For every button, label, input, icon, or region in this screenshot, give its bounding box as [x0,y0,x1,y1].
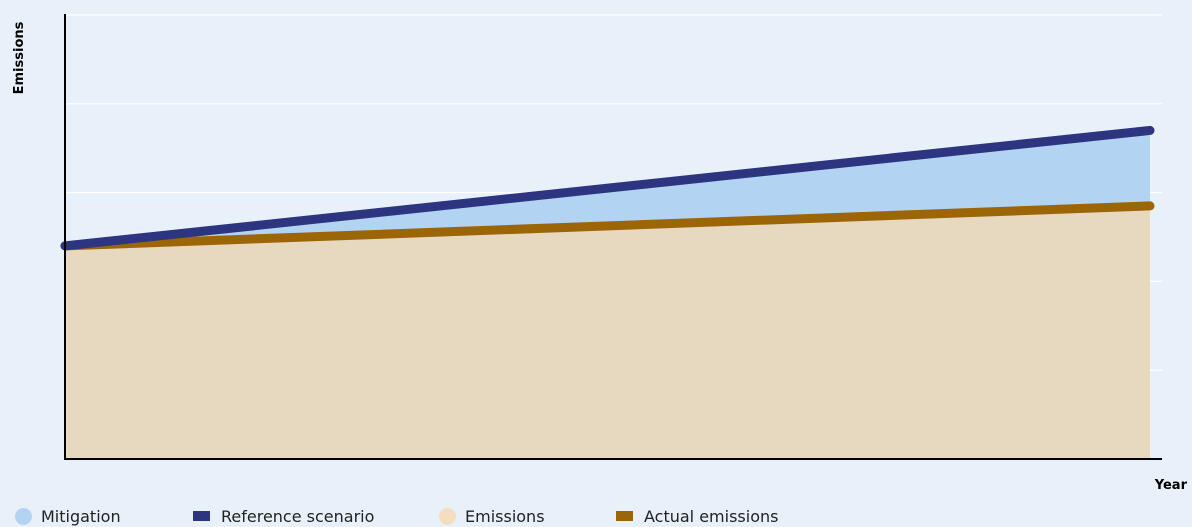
legend-item-mitigation: Mitigation [15,505,121,527]
y-axis-title: Emissions [12,21,27,94]
mitigation-swatch-icon [15,507,32,525]
emissions-area [65,205,1150,459]
legend-item-emissions: Emissions [439,505,545,527]
legend-label: Actual emissions [644,506,779,526]
legend-item-actual-emissions: Actual emissions [616,505,778,527]
legend-label: Reference scenario [221,506,375,526]
reference-scenario-swatch-icon [193,511,210,521]
actual-emissions-line [60,201,1155,251]
series-lines [60,125,1155,251]
legend: Mitigation Reference scenario Emissions … [0,505,1192,527]
legend-label: Mitigation [41,506,121,526]
emissions-swatch-icon [439,507,456,525]
x-axis-title: Year [1154,478,1188,493]
actual-emissions-swatch-icon [616,511,633,521]
reference-scenario-line [60,125,1155,251]
legend-item-reference-scenario: Reference scenario [193,505,374,527]
areas [65,130,1150,459]
legend-label: Emissions [465,506,545,526]
